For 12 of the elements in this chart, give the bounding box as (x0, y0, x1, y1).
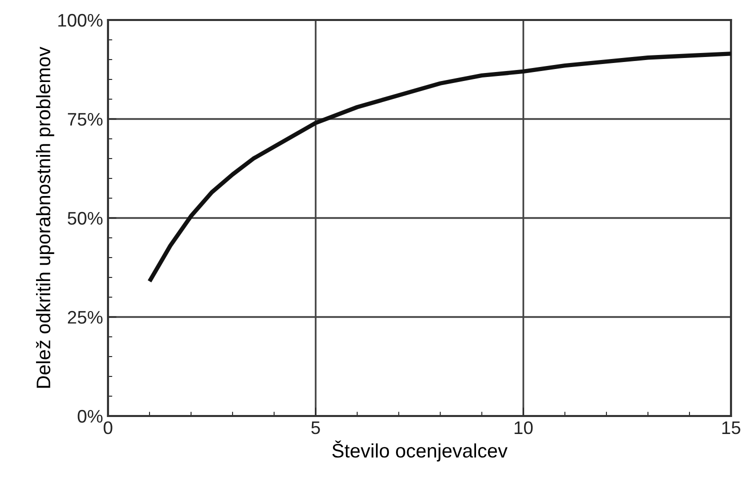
y-tick-label: 75% (68, 113, 102, 126)
x-tick-label: 5 (311, 422, 320, 434)
x-tick-label: 15 (722, 422, 740, 434)
y-tick-label: 50% (68, 212, 102, 225)
y-tick-label: 0% (78, 410, 102, 423)
x-axis-title: Število ocenjevalcev (332, 440, 508, 462)
y-tick-label: 25% (68, 310, 102, 324)
x-tick-label: 10 (514, 421, 533, 434)
line-series (147, 52, 731, 284)
y-tick-label: 100% (58, 14, 102, 27)
x-tick-label: 0 (104, 421, 112, 434)
y-axis-title: Delež odkritih uporabnostnih problemov (36, 46, 54, 388)
